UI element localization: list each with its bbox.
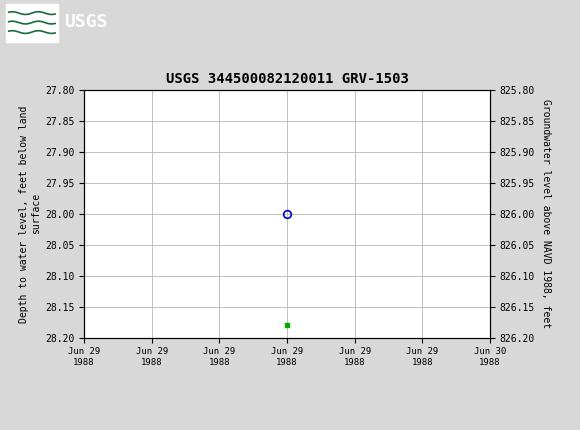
FancyBboxPatch shape (6, 3, 58, 42)
Title: USGS 344500082120011 GRV-1503: USGS 344500082120011 GRV-1503 (166, 72, 408, 86)
Y-axis label: Groundwater level above NAVD 1988, feet: Groundwater level above NAVD 1988, feet (541, 99, 550, 329)
Y-axis label: Depth to water level, feet below land
surface: Depth to water level, feet below land su… (19, 105, 41, 322)
Text: USGS: USGS (64, 12, 107, 31)
